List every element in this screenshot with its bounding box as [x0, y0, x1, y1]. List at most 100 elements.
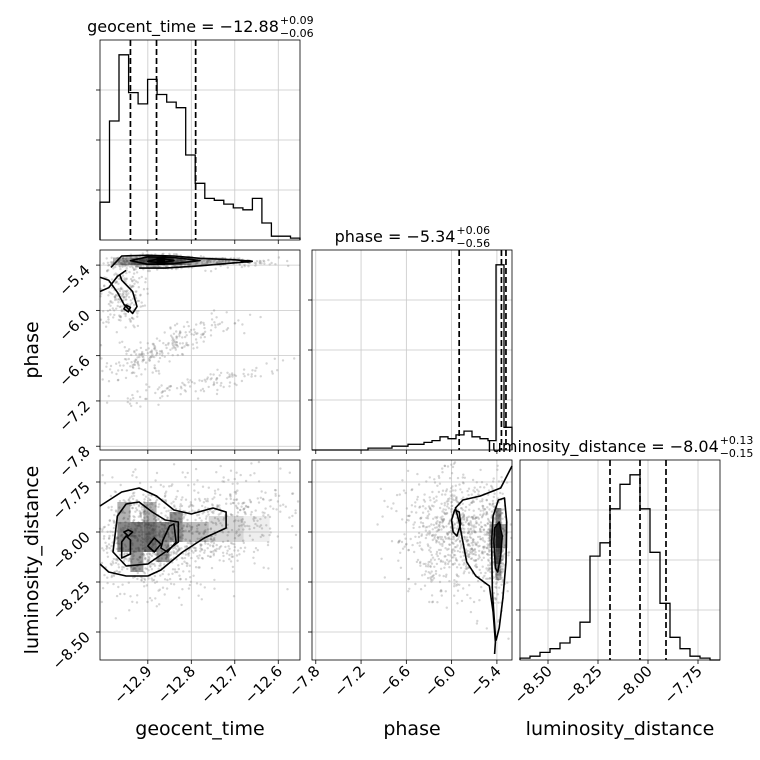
- scatter-point: [125, 294, 129, 297]
- scatter-point: [165, 553, 168, 557]
- scatter-point: [100, 357, 103, 360]
- scatter-point: [485, 627, 488, 630]
- scatter-point: [148, 269, 151, 273]
- scatter-point: [175, 340, 178, 344]
- scatter-point: [133, 363, 137, 367]
- scatter-point: [167, 509, 170, 512]
- scatter-point: [467, 522, 471, 525]
- scatter-point: [142, 512, 145, 515]
- contour-line: [120, 535, 132, 559]
- scatter-point: [501, 492, 504, 495]
- scatter-point: [158, 350, 162, 353]
- scatter-point: [186, 378, 189, 381]
- scatter-point: [194, 549, 198, 552]
- scatter-point: [233, 549, 236, 552]
- scatter-point: [215, 378, 218, 381]
- scatter-point: [240, 265, 244, 269]
- scatter-point: [450, 463, 453, 466]
- scatter-point: [221, 480, 224, 483]
- scatter-point: [136, 264, 139, 267]
- scatter-point: [123, 278, 126, 282]
- scatter-point: [105, 544, 108, 548]
- scatter-point: [206, 497, 209, 501]
- scatter-point: [187, 505, 191, 508]
- scatter-point: [478, 527, 482, 531]
- scatter-point: [466, 543, 470, 546]
- scatter-point: [263, 262, 266, 265]
- scatter-point: [488, 550, 491, 553]
- scatter-point: [469, 552, 472, 555]
- scatter-point: [428, 531, 432, 535]
- scatter-point: [175, 337, 178, 340]
- scatter-point: [243, 375, 246, 378]
- scatter-point: [106, 581, 109, 585]
- scatter-point: [461, 521, 464, 524]
- scatter-point: [178, 547, 181, 550]
- scatter-point: [488, 538, 492, 542]
- scatter-point: [216, 517, 219, 521]
- scatter-point: [117, 566, 121, 569]
- scatter-point: [115, 307, 118, 310]
- scatter-point: [112, 557, 116, 561]
- scatter-point: [139, 353, 142, 356]
- scatter-point: [472, 600, 476, 604]
- scatter-point: [106, 309, 110, 313]
- scatter-point: [229, 494, 232, 497]
- scatter-point: [431, 574, 434, 578]
- scatter-point: [133, 351, 136, 354]
- scatter-point: [494, 575, 498, 578]
- scatter-point: [472, 549, 475, 553]
- scatter-point: [111, 476, 114, 479]
- scatter-point: [134, 353, 138, 356]
- scatter-point: [480, 585, 483, 589]
- scatter-point: [133, 282, 136, 285]
- scatter-point: [125, 349, 128, 353]
- scatter-point: [140, 275, 143, 279]
- scatter-point: [164, 499, 168, 502]
- scatter-point: [161, 354, 164, 357]
- contour-line: [490, 497, 508, 641]
- scatter-point: [408, 587, 411, 590]
- scatter-point: [173, 346, 176, 349]
- scatter-point: [144, 512, 147, 515]
- scatter-point: [146, 342, 149, 345]
- scatter-point: [102, 537, 106, 540]
- scatter-point: [110, 371, 114, 374]
- scatter-point: [219, 522, 222, 525]
- scatter-point: [175, 495, 178, 498]
- scatter-point: [199, 547, 202, 550]
- contour-line: [99, 269, 127, 293]
- scatter-point: [501, 554, 504, 557]
- scatter-point: [212, 260, 215, 263]
- scatter-point: [467, 543, 471, 547]
- scatter-point: [470, 541, 473, 545]
- scatter-point: [123, 357, 127, 361]
- scatter-point: [132, 515, 135, 518]
- scatter-point: [199, 550, 202, 553]
- scatter-point: [439, 559, 443, 562]
- scatter-point: [444, 508, 447, 511]
- scatter-point: [423, 584, 427, 587]
- contour-line: [99, 273, 138, 315]
- scatter-point: [117, 297, 121, 301]
- scatter-point: [170, 558, 173, 561]
- scatter-point: [485, 511, 488, 515]
- scatter-point: [259, 315, 262, 319]
- scatter-point: [435, 530, 438, 533]
- scatter-point: [150, 554, 154, 558]
- scatter-point: [470, 547, 474, 550]
- scatter-point: [121, 565, 124, 569]
- scatter-point: [442, 540, 445, 543]
- density-cell: [169, 512, 183, 542]
- scatter-point: [137, 265, 140, 268]
- scatter-point: [188, 570, 191, 573]
- scatter-point: [217, 513, 220, 516]
- scatter-point: [206, 547, 209, 550]
- scatter-point: [147, 512, 151, 515]
- scatter-point: [467, 523, 470, 526]
- scatter-point: [146, 499, 150, 503]
- scatter-point: [183, 545, 187, 548]
- scatter-point: [410, 488, 413, 492]
- scatter-point: [243, 510, 246, 514]
- scatter-point: [196, 530, 199, 533]
